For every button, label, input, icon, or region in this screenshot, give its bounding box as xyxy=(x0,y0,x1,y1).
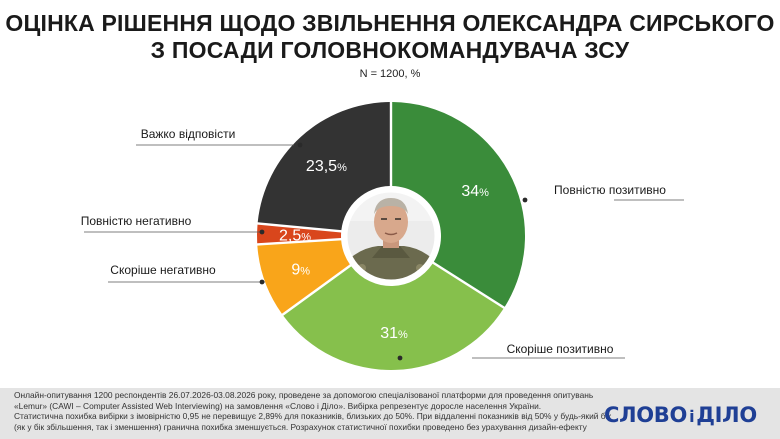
leader-dot xyxy=(297,142,303,148)
value-label: 2,5% xyxy=(279,227,311,244)
title-line-2: З ПОСАДИ ГОЛОВНОКОМАНДУВАЧА ЗСУ xyxy=(150,37,630,63)
value-label: 34% xyxy=(461,183,489,200)
brand-word-right: ДІЛО xyxy=(696,403,757,427)
slice-1 xyxy=(392,102,526,307)
category-label-2: Скоріше позитивно xyxy=(507,342,614,356)
donut-chart: 34% 31% 9% 2,5% 23,5% Повністю позитивно Скор… xyxy=(81,102,684,371)
value-label: 31% xyxy=(380,325,408,342)
footer-line: Статистична похибка вибірки з імовірніст… xyxy=(14,411,612,422)
brand-word-mid: і xyxy=(689,407,695,426)
category-label-4: Повністю негативно xyxy=(81,214,192,228)
slice-4 xyxy=(257,224,342,244)
value-label: 23,5% xyxy=(306,158,347,175)
leader-dot xyxy=(259,279,265,285)
methodology-footer: Онлайн-опитування 1200 респондентів 26.0… xyxy=(0,388,780,439)
footer-line: Онлайн-опитування 1200 респондентів 26.0… xyxy=(14,390,594,400)
leader-dot xyxy=(259,229,265,235)
footer-line: (як у бік збільшення, так і зменшення) г… xyxy=(14,421,587,432)
category-label-3: Скоріше негативно xyxy=(110,263,216,277)
category-label-5: Важко відповісти xyxy=(141,127,236,141)
value-label: 9% xyxy=(291,262,310,279)
leader-dot xyxy=(397,355,403,361)
footer-line: «Lemur» (CAWI – Computer Assisted Web In… xyxy=(14,400,542,411)
leader-dot xyxy=(522,197,528,203)
brand-logo: СЛОВО іДІЛО xyxy=(604,403,757,427)
brand-word-left: СЛОВО xyxy=(604,403,688,427)
slice-2 xyxy=(283,263,504,371)
slice-3 xyxy=(257,240,350,314)
title-line-1: ОЦІНКА РІШЕННЯ ЩОДО ЗВІЛЬНЕННЯ ОЛЕКСАНДР… xyxy=(5,10,775,36)
sample-size-note: N = 1200, % xyxy=(359,68,421,80)
slice-5 xyxy=(257,102,390,231)
category-label-1: Повністю позитивно xyxy=(554,183,666,197)
methodology-text: Онлайн-опитування 1200 респондентів 26.0… xyxy=(14,390,612,432)
page-title: ОЦІНКА РІШЕННЯ ЩОДО ЗВІЛЬНЕННЯ ОЛЕКСАНДР… xyxy=(0,10,780,64)
